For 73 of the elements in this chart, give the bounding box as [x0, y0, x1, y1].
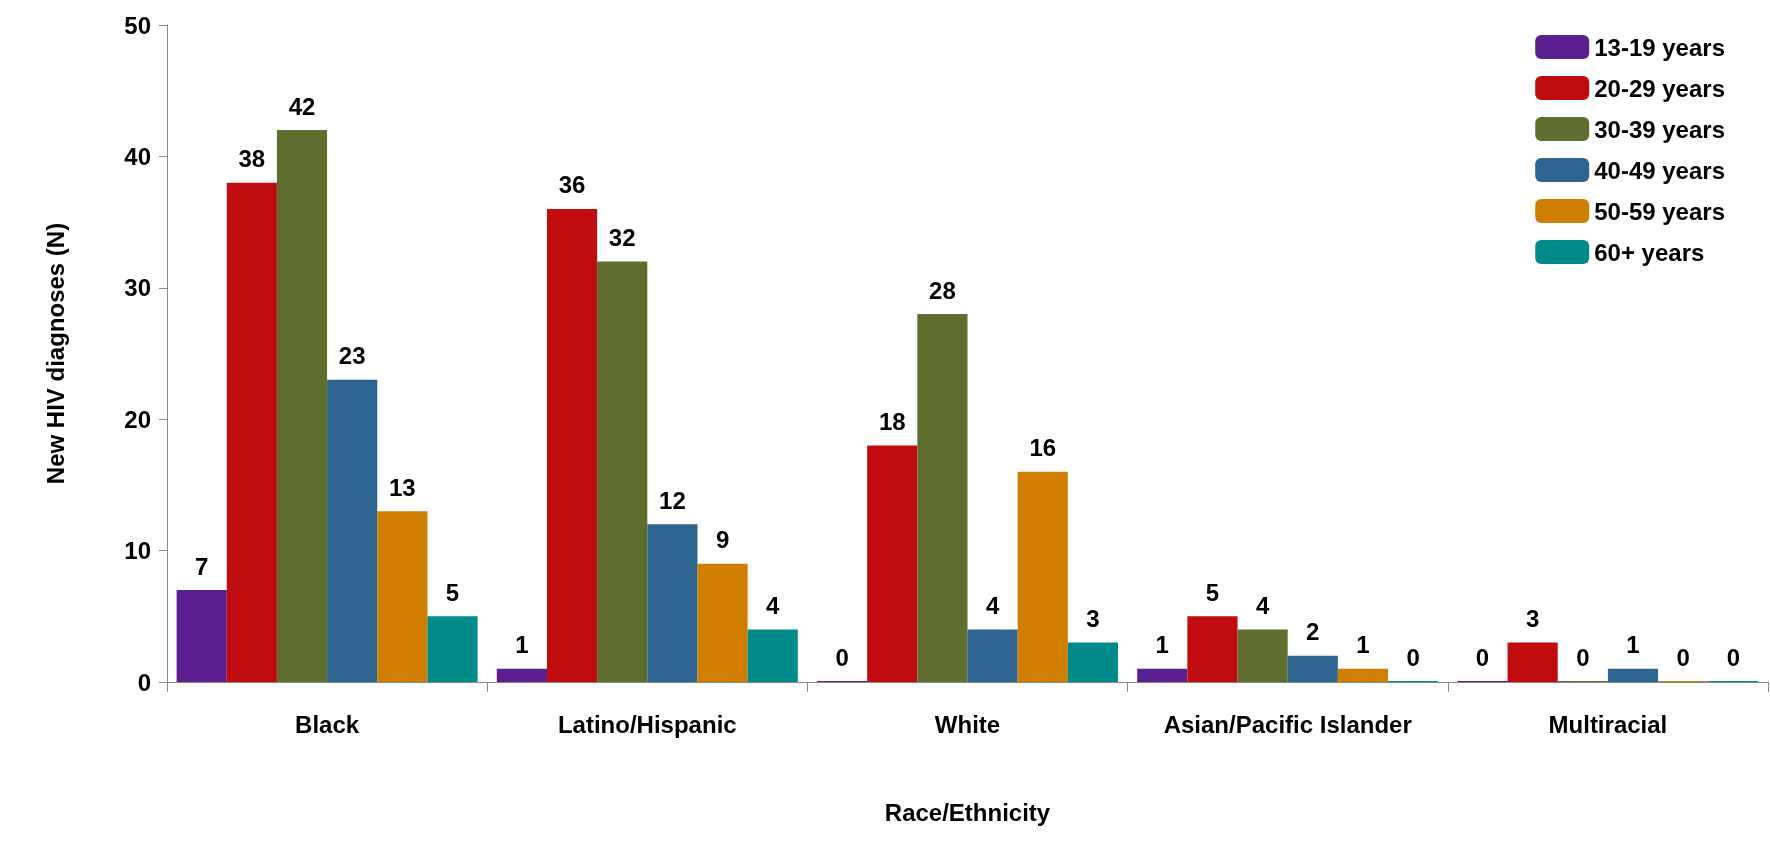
bar [1237, 629, 1288, 682]
data-label: 32 [608, 224, 636, 252]
bar [1287, 655, 1338, 682]
bar [496, 668, 547, 682]
legend-label: 30-39 years [1594, 115, 1725, 143]
legend-label: 50-59 years [1594, 197, 1725, 225]
legend-label: 20-29 years [1594, 74, 1725, 102]
data-label: 4 [1255, 591, 1270, 619]
data-label: 3 [1525, 605, 1540, 633]
bar [1137, 668, 1188, 682]
x-axis-title: Race/Ethnicity [884, 798, 1051, 826]
bar [546, 208, 598, 682]
data-label: 0 [1475, 643, 1490, 671]
data-label: 13 [389, 473, 416, 501]
data-label: 5 [445, 578, 460, 606]
data-label: 1 [1155, 631, 1169, 659]
bar [967, 629, 1018, 682]
data-label: 0 [1406, 643, 1420, 671]
bar [697, 563, 748, 682]
bar [867, 445, 918, 682]
data-label: 1 [1626, 631, 1640, 659]
bar [747, 629, 798, 682]
x-tick-label: Latino/Hispanic [557, 710, 737, 738]
data-label: 12 [659, 486, 686, 514]
data-label: 36 [558, 171, 586, 199]
bar [917, 314, 968, 682]
data-label: 0 [1676, 643, 1690, 671]
data-label: 18 [878, 407, 906, 435]
x-tick-label: Asian/Pacific Islander [1163, 710, 1412, 738]
data-label: 28 [929, 276, 956, 304]
y-tick-label: 40 [124, 142, 151, 170]
bar [1187, 616, 1238, 682]
legend-label: 13-19 years [1594, 33, 1725, 61]
data-label: 9 [715, 526, 730, 554]
bar [327, 379, 378, 682]
data-label: 5 [1205, 578, 1220, 606]
data-label: 23 [338, 342, 366, 370]
bar [597, 261, 648, 682]
bar [1507, 642, 1558, 682]
data-label: 16 [1029, 434, 1057, 462]
data-label: 4 [766, 591, 781, 619]
bar [427, 616, 478, 682]
data-label: 4 [985, 591, 1000, 619]
y-tick-label: 50 [124, 11, 151, 39]
data-label: 38 [238, 145, 266, 173]
bar [1607, 668, 1659, 682]
bar [1067, 642, 1118, 682]
y-tick-label: 0 [137, 668, 151, 696]
bar [377, 511, 428, 682]
bar [176, 590, 227, 682]
bar [276, 130, 328, 682]
y-tick-label: 20 [124, 405, 151, 433]
bar [647, 524, 698, 682]
x-tick-label: Multiracial [1548, 710, 1668, 738]
data-label: 7 [195, 552, 209, 580]
legend-label: 60+ years [1594, 238, 1705, 266]
data-label: 2 [1306, 618, 1320, 646]
y-tick-label: 10 [124, 537, 151, 565]
x-tick-label: White [934, 710, 1001, 738]
bar [1337, 668, 1389, 682]
bar [226, 182, 277, 682]
data-label: 42 [288, 92, 316, 120]
x-tick-label: Black [295, 710, 360, 738]
legend-label: 40-49 years [1594, 156, 1725, 184]
data-label: 0 [1576, 643, 1590, 671]
data-label: 1 [515, 631, 529, 659]
bar [1017, 471, 1068, 682]
data-label: 0 [835, 643, 849, 671]
y-axis-title: New HIV diagnoses (N) [41, 222, 69, 485]
data-label: 3 [1086, 605, 1100, 633]
y-tick-label: 30 [124, 274, 151, 302]
data-label: 1 [1356, 631, 1370, 659]
data-label: 0 [1726, 643, 1740, 671]
